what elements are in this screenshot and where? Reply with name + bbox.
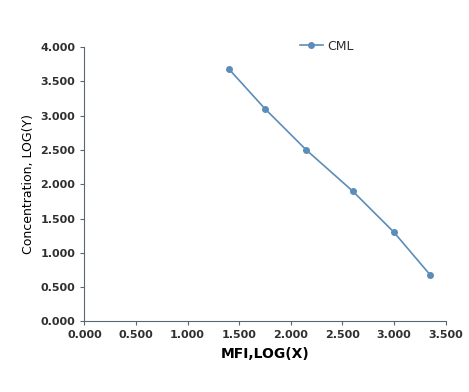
Line: CML: CML — [226, 66, 433, 278]
CML — [427, 272, 433, 277]
CML — [350, 189, 356, 194]
Legend: CML: CML — [300, 40, 354, 53]
CML — [303, 148, 309, 152]
CML — [262, 106, 268, 111]
CML — [226, 67, 232, 71]
Y-axis label: Concentration, LOG(Y): Concentration, LOG(Y) — [22, 114, 35, 254]
CML — [391, 230, 397, 234]
X-axis label: MFI,LOG(X): MFI,LOG(X) — [220, 347, 310, 361]
